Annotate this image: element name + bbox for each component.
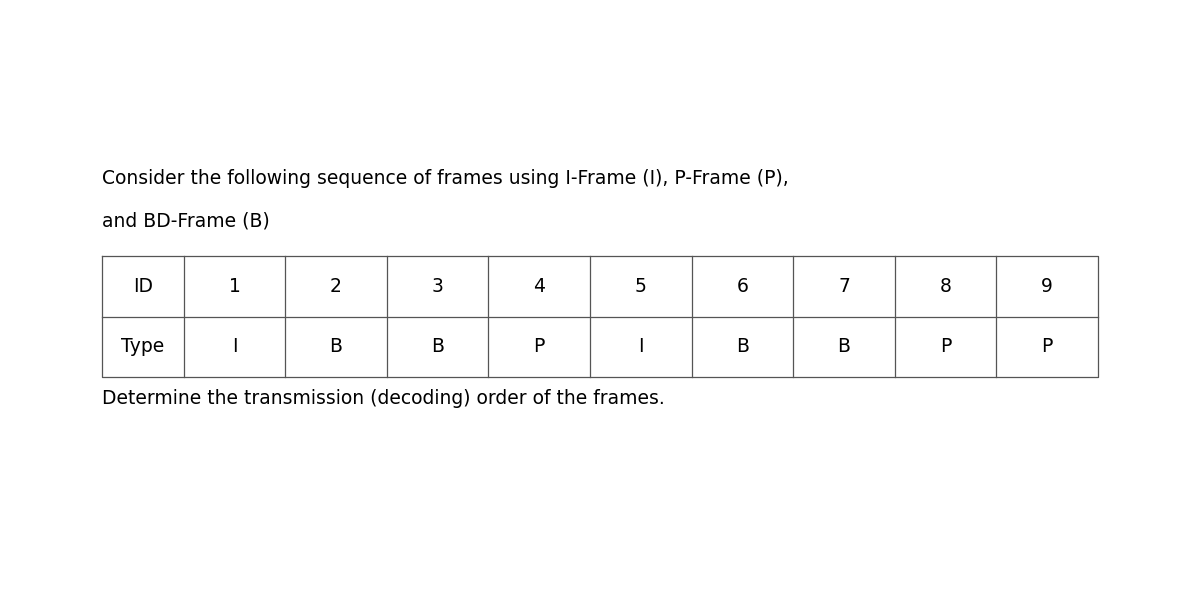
Text: 3: 3 (432, 277, 444, 296)
Text: Consider the following sequence of frames using I-Frame (I), P-Frame (P),: Consider the following sequence of frame… (102, 169, 788, 188)
Text: and BD-Frame (B): and BD-Frame (B) (102, 211, 270, 230)
Text: B: B (330, 337, 342, 356)
Text: 9: 9 (1042, 277, 1054, 296)
Text: ID: ID (133, 277, 152, 296)
Text: 8: 8 (940, 277, 952, 296)
Text: I: I (232, 337, 238, 356)
Text: Type: Type (121, 337, 164, 356)
Text: 6: 6 (737, 277, 749, 296)
Text: 1: 1 (228, 277, 240, 296)
Text: 5: 5 (635, 277, 647, 296)
Text: 7: 7 (838, 277, 850, 296)
Text: P: P (940, 337, 952, 356)
Text: 4: 4 (533, 277, 545, 296)
Text: P: P (1042, 337, 1052, 356)
Text: 2: 2 (330, 277, 342, 296)
Text: B: B (431, 337, 444, 356)
Text: Determine the transmission (decoding) order of the frames.: Determine the transmission (decoding) or… (102, 389, 665, 408)
Text: I: I (638, 337, 643, 356)
Text: P: P (534, 337, 545, 356)
Text: B: B (736, 337, 749, 356)
Text: B: B (838, 337, 851, 356)
